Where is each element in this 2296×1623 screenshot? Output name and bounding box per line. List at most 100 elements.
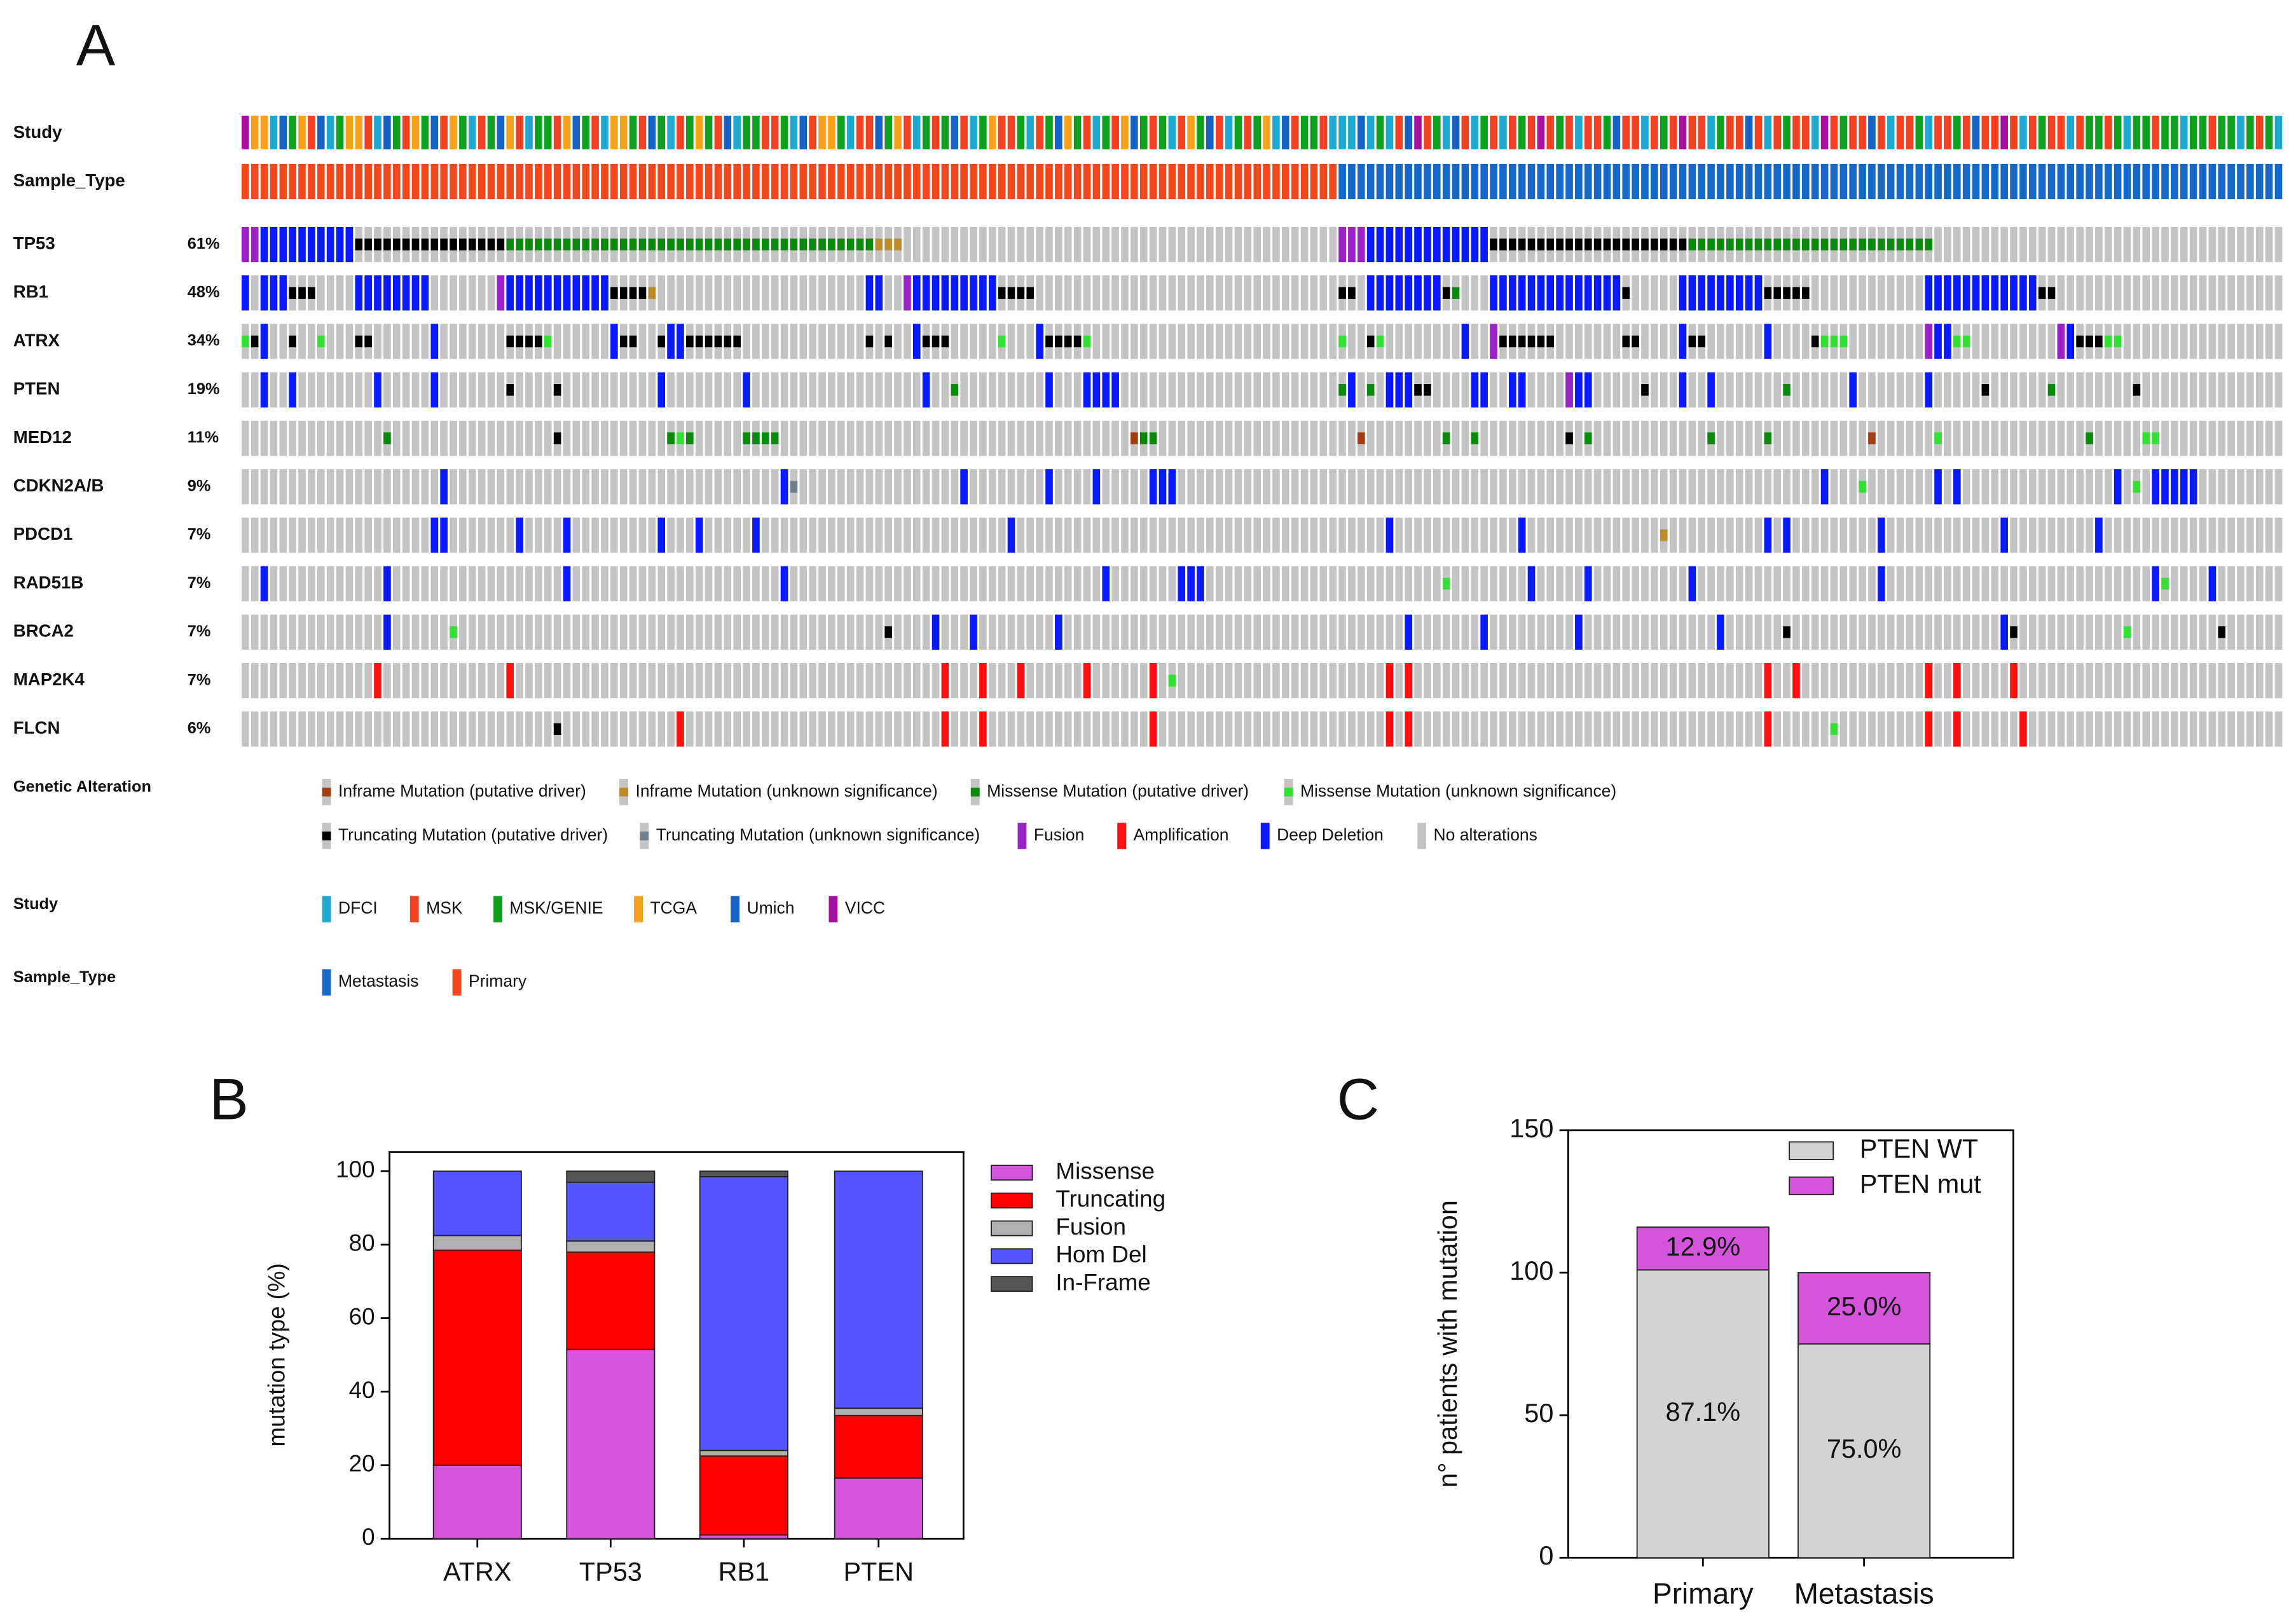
gene-label: PTEN — [13, 379, 60, 399]
no-alteration-cell — [695, 372, 703, 407]
no-alteration-cell — [440, 662, 448, 699]
no-alteration-cell — [2199, 711, 2207, 747]
sample-type-cell — [1073, 163, 1082, 200]
no-alteration-cell — [790, 517, 798, 553]
no-alteration-cell — [1263, 566, 1270, 601]
no-alteration-cell — [1168, 711, 1176, 747]
no-alteration-cell — [1026, 566, 1035, 601]
sample-type-cell — [2161, 163, 2169, 200]
no-alteration-cell — [1272, 469, 1280, 505]
no-alteration-cell — [1338, 711, 1346, 747]
no-alteration-cell — [1121, 517, 1129, 553]
study-cell — [516, 115, 523, 149]
no-alteration-cell — [591, 517, 599, 553]
no-alteration-cell — [2189, 614, 2197, 650]
no-alteration-cell — [837, 275, 845, 311]
no-alteration-cell — [1651, 324, 1658, 359]
alteration-cell — [1925, 662, 1932, 699]
no-alteration-cell — [251, 566, 259, 601]
no-alteration-cell — [430, 420, 439, 456]
alteration-cell — [1149, 662, 1157, 699]
no-alteration-cell — [1651, 517, 1658, 553]
legend-label: Primary — [469, 971, 527, 990]
no-alteration-cell — [667, 372, 675, 407]
no-alteration-cell — [497, 566, 505, 601]
no-alteration-cell — [1376, 517, 1384, 553]
no-alteration-cell — [837, 711, 845, 747]
sample-type-cell — [440, 163, 448, 200]
mutation-mark — [695, 335, 703, 348]
no-alteration-cell — [799, 566, 808, 601]
mutation-mark — [1745, 238, 1753, 250]
no-alteration-cell — [1414, 566, 1422, 601]
no-alteration-cell — [846, 275, 855, 311]
alteration-cell — [1149, 469, 1157, 505]
no-alteration-cell — [1849, 275, 1857, 311]
no-alteration-cell — [1300, 614, 1309, 650]
no-alteration-cell — [1206, 275, 1214, 311]
sample-type-cell — [544, 163, 552, 200]
sample-type-cell — [1641, 163, 1649, 200]
no-alteration-cell — [1537, 662, 1545, 699]
sample-type-cell — [2066, 163, 2075, 200]
mutation-mark — [1338, 287, 1346, 299]
mutation-mark — [1622, 335, 1630, 348]
study-cell — [572, 115, 581, 149]
no-alteration-cell — [1358, 614, 1365, 650]
no-alteration-cell — [2208, 275, 2217, 311]
no-alteration-cell — [1253, 614, 1261, 650]
study-cell — [856, 115, 864, 149]
no-alteration-cell — [497, 420, 505, 456]
no-alteration-cell — [677, 614, 684, 650]
no-alteration-cell — [1036, 711, 1043, 747]
no-alteration-cell — [1234, 226, 1242, 263]
no-alteration-cell — [894, 420, 902, 456]
no-alteration-cell — [270, 469, 278, 505]
sample-type-cell — [279, 163, 287, 200]
no-alteration-cell — [1688, 517, 1696, 553]
no-alteration-cell — [1187, 614, 1195, 650]
bar-segment — [566, 1251, 656, 1350]
alteration-cell — [326, 226, 334, 263]
study-cell — [1773, 115, 1782, 149]
no-alteration-cell — [468, 614, 476, 650]
no-alteration-cell — [1527, 420, 1536, 456]
mutation-mark — [1839, 335, 1848, 348]
no-alteration-cell — [1575, 566, 1583, 601]
gene-label: MED12 — [13, 427, 72, 447]
no-alteration-cell — [1830, 662, 1838, 699]
no-alteration-cell — [809, 566, 816, 601]
no-alteration-cell — [988, 226, 996, 263]
no-alteration-cell — [1092, 566, 1101, 601]
no-alteration-cell — [771, 566, 779, 601]
x-tick-label: Metastasis — [1794, 1577, 1934, 1610]
no-alteration-cell — [270, 662, 278, 699]
no-alteration-cell — [695, 469, 703, 505]
no-alteration-cell — [1073, 517, 1082, 553]
no-alteration-cell — [2123, 420, 2131, 456]
no-alteration-cell — [1802, 566, 1810, 601]
sample-type-cell — [2189, 163, 2197, 200]
no-alteration-cell — [2028, 566, 2037, 601]
sample-type-cell — [411, 163, 420, 200]
mutation-mark — [1518, 238, 1526, 250]
sample-type-cell — [1244, 163, 1252, 200]
no-alteration-cell — [1632, 275, 1639, 311]
no-alteration-cell — [364, 662, 372, 699]
alteration-cell — [1461, 226, 1469, 263]
mutation-mark — [752, 238, 760, 250]
mutation-mark — [1773, 238, 1782, 250]
mutation-mark — [677, 432, 684, 444]
no-alteration-cell — [1036, 614, 1043, 650]
no-alteration-cell — [1348, 711, 1356, 747]
no-alteration-cell — [619, 517, 628, 553]
no-alteration-cell — [1017, 614, 1025, 650]
no-alteration-cell — [1300, 469, 1309, 505]
no-alteration-cell — [459, 614, 467, 650]
no-alteration-cell — [1546, 517, 1555, 553]
alteration-cell — [383, 566, 391, 601]
no-alteration-cell — [279, 372, 287, 407]
no-alteration-cell — [762, 711, 769, 747]
study-cell — [1792, 115, 1800, 149]
no-alteration-cell — [1282, 324, 1289, 359]
